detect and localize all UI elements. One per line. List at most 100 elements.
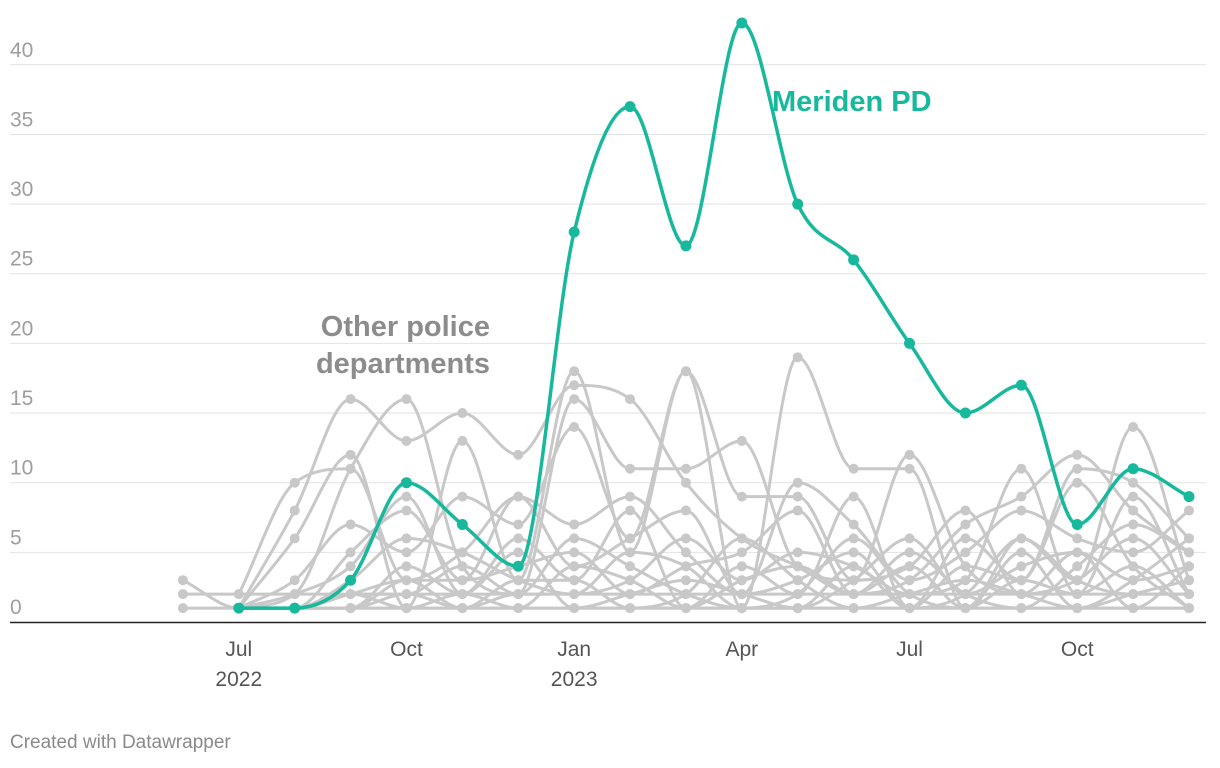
other-department-point	[457, 547, 468, 558]
other-department-point	[513, 533, 524, 544]
other-department-point	[848, 589, 859, 600]
other-department-point	[1184, 505, 1194, 516]
other-department-point	[289, 505, 300, 516]
meriden-pd-point	[1071, 518, 1083, 530]
other-department-point	[792, 547, 803, 558]
other-department-point	[1128, 519, 1139, 530]
other-department-point	[1072, 463, 1083, 474]
other-department-point	[792, 603, 803, 614]
other-department-point	[345, 561, 356, 572]
meriden-pd-point	[289, 602, 301, 614]
other-department-point	[960, 575, 971, 586]
other-department-point	[513, 603, 524, 614]
other-department-point	[401, 491, 412, 502]
other-department-point	[848, 519, 859, 530]
datawrapper-credit: Created with Datawrapper	[10, 732, 231, 753]
other-department-point	[680, 603, 691, 614]
meriden-pd-point	[512, 560, 524, 572]
other-department-point	[1128, 603, 1139, 614]
other-department-point	[625, 505, 636, 516]
other-department-point	[401, 547, 412, 558]
other-department-point	[1016, 491, 1027, 502]
other-department-point	[569, 533, 580, 544]
y-tick-label: 15	[10, 387, 33, 410]
other-department-point	[904, 589, 915, 600]
other-department-point	[1184, 603, 1194, 614]
other-department-point	[513, 491, 524, 502]
grid-lines	[10, 64, 1206, 553]
other-department-point	[1184, 533, 1194, 544]
other-department-point	[1128, 421, 1139, 432]
other-department-point	[345, 589, 356, 600]
other-department-point	[960, 589, 971, 600]
other-department-point	[1072, 533, 1083, 544]
other-department-point	[1184, 547, 1194, 558]
other-department-point	[792, 505, 803, 516]
other-department-point	[736, 589, 747, 600]
other-departments-annotation-line: Other police	[321, 311, 490, 343]
other-department-point	[1016, 589, 1027, 600]
y-tick-label: 40	[10, 39, 33, 62]
other-department-point	[569, 380, 580, 391]
other-department-point	[792, 575, 803, 586]
other-department-point	[569, 421, 580, 432]
other-department-point	[1072, 589, 1083, 600]
other-department-point	[904, 463, 915, 474]
x-tick-label: Apr	[725, 638, 758, 661]
other-department-point	[792, 477, 803, 488]
y-tick-label: 35	[10, 108, 33, 131]
other-department-point	[680, 463, 691, 474]
other-department-point	[1016, 603, 1027, 614]
y-axis-tick-labels: 0 5 10 15 20 25 30 35 40	[10, 39, 33, 619]
meriden-pd-point	[400, 477, 412, 489]
other-department-point	[848, 561, 859, 572]
other-department-point	[625, 533, 636, 544]
other-department-point	[1072, 477, 1083, 488]
x-tick-year-label: 2023	[551, 668, 598, 691]
other-department-point	[345, 463, 356, 474]
other-department-point	[345, 519, 356, 530]
other-department-point	[1072, 547, 1083, 558]
other-department-point	[177, 589, 188, 600]
other-department-point	[345, 394, 356, 405]
meriden-pd-point	[1015, 379, 1027, 391]
other-department-point	[345, 449, 356, 460]
other-department-point	[401, 561, 412, 572]
other-department-point	[904, 561, 915, 572]
other-department-point	[1016, 547, 1027, 558]
other-department-point	[736, 561, 747, 572]
meriden-pd-point	[792, 198, 804, 210]
meriden-pd-point	[624, 101, 636, 113]
other-department-point	[1016, 561, 1027, 572]
other-department-point	[1072, 603, 1083, 614]
other-department-point	[680, 477, 691, 488]
other-department-point	[401, 394, 412, 405]
other-department-point	[1128, 589, 1139, 600]
other-department-point	[345, 603, 356, 614]
other-department-point	[457, 589, 468, 600]
other-department-point	[680, 366, 691, 377]
other-department-point	[289, 533, 300, 544]
other-department-point	[177, 575, 188, 586]
other-department-point	[401, 505, 412, 516]
other-department-point	[848, 547, 859, 558]
other-department-point	[289, 575, 300, 586]
meriden-pd-point	[904, 337, 916, 349]
other-department-point	[960, 505, 971, 516]
other-department-point	[1072, 561, 1083, 572]
other-department-point	[792, 491, 803, 502]
other-department-point	[401, 435, 412, 446]
other-department-point	[625, 394, 636, 405]
other-department-point	[513, 589, 524, 600]
other-department-point	[904, 547, 915, 558]
other-department-point	[960, 533, 971, 544]
other-department-point	[401, 533, 412, 544]
other-department-point	[569, 603, 580, 614]
y-tick-label: 5	[10, 526, 22, 549]
other-departments-annotation: Other police departments	[316, 311, 490, 380]
other-department-line	[238, 481, 1190, 610]
other-department-point	[513, 575, 524, 586]
other-department-point	[848, 491, 859, 502]
